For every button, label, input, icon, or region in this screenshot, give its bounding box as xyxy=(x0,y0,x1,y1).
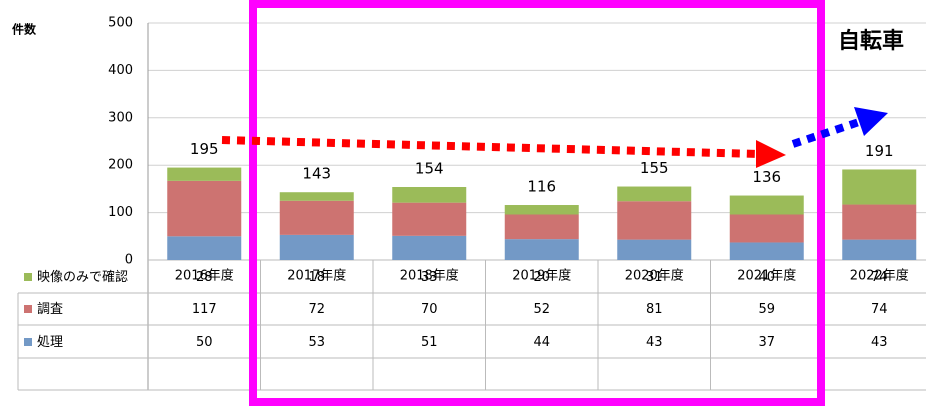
y-tick-label: 0 xyxy=(125,253,133,268)
total-label: 195 xyxy=(190,140,219,158)
bar-segment xyxy=(279,200,354,235)
table-cell: 50 xyxy=(196,335,213,350)
bar-segment xyxy=(167,236,242,260)
table-cell: 74 xyxy=(871,270,888,285)
y-axis-label: 件数 xyxy=(12,22,37,37)
bar-segment xyxy=(842,204,917,240)
table-cell: 43 xyxy=(871,335,888,350)
red-arrow xyxy=(221,136,761,158)
table-cell: 117 xyxy=(192,302,217,317)
table-cell: 20 xyxy=(533,270,550,285)
total-label: 143 xyxy=(302,165,331,183)
legend-label: 処理 xyxy=(37,335,63,350)
table-cell: 43 xyxy=(646,335,663,350)
table-cell: 18 xyxy=(308,270,325,285)
legend-swatch xyxy=(24,305,32,313)
bar-segment xyxy=(504,205,579,215)
table-cell: 51 xyxy=(421,335,438,350)
bar-segment xyxy=(617,239,692,260)
legend-label: 映像のみで確認 xyxy=(37,269,128,285)
total-label: 116 xyxy=(527,178,556,196)
bar-segment xyxy=(392,202,467,236)
blue-arrow-head xyxy=(854,107,888,136)
bar-segment xyxy=(392,235,467,260)
bar-segment xyxy=(504,214,579,240)
table-cell: 72 xyxy=(308,302,325,317)
x-tick-label: 2019年度 xyxy=(512,268,571,284)
red-arrow-head xyxy=(756,140,786,168)
bar-segment xyxy=(729,242,804,260)
x-tick-label: 2020年度 xyxy=(625,268,684,284)
bar-segment xyxy=(279,234,354,260)
bar-segment xyxy=(504,239,579,260)
bar-segment xyxy=(729,195,804,215)
table-cell: 59 xyxy=(758,302,775,317)
table-cell: 53 xyxy=(308,335,325,350)
table-cell: 28 xyxy=(196,270,213,285)
bar-segment xyxy=(617,201,692,240)
y-tick-label: 100 xyxy=(108,205,133,220)
table-cell: 44 xyxy=(533,335,550,350)
table-cell: 37 xyxy=(758,335,775,350)
x-tick-label: 2018年度 xyxy=(400,268,459,284)
highlight-box xyxy=(249,0,825,406)
bar-segment xyxy=(617,186,692,202)
total-label: 154 xyxy=(415,160,444,178)
table-cell: 74 xyxy=(871,302,888,317)
bar-segment xyxy=(167,167,242,181)
bar-segment xyxy=(842,169,917,205)
x-tick-label: 2016年度 xyxy=(175,268,234,284)
total-label: 155 xyxy=(640,159,669,177)
bar-segment xyxy=(279,192,354,201)
total-label: 191 xyxy=(865,142,894,160)
table-cell: 33 xyxy=(421,270,438,285)
y-tick-label: 200 xyxy=(108,158,133,173)
bar-segment xyxy=(167,180,242,237)
table-cell: 40 xyxy=(758,270,775,285)
table-cell: 31 xyxy=(646,270,663,285)
y-tick-label: 500 xyxy=(108,16,133,31)
blue-arrow xyxy=(791,117,864,148)
y-tick-label: 300 xyxy=(108,110,133,125)
table-cell: 81 xyxy=(646,302,663,317)
x-tick-label: 2021年度 xyxy=(737,268,796,284)
x-tick-label: 2022年度 xyxy=(850,268,909,284)
table-cell: 70 xyxy=(421,302,438,317)
chart-title: 自転車 xyxy=(838,28,904,54)
legend-label: 調査 xyxy=(37,302,63,317)
bar-segment xyxy=(729,214,804,243)
x-tick-label: 2017年度 xyxy=(287,268,346,284)
legend-swatch xyxy=(24,273,32,281)
table-cell: 52 xyxy=(533,302,550,317)
bar-segment xyxy=(392,187,467,203)
total-label: 136 xyxy=(752,168,781,186)
bar-segment xyxy=(842,239,917,260)
legend-swatch xyxy=(24,338,32,346)
y-tick-label: 400 xyxy=(108,63,133,78)
